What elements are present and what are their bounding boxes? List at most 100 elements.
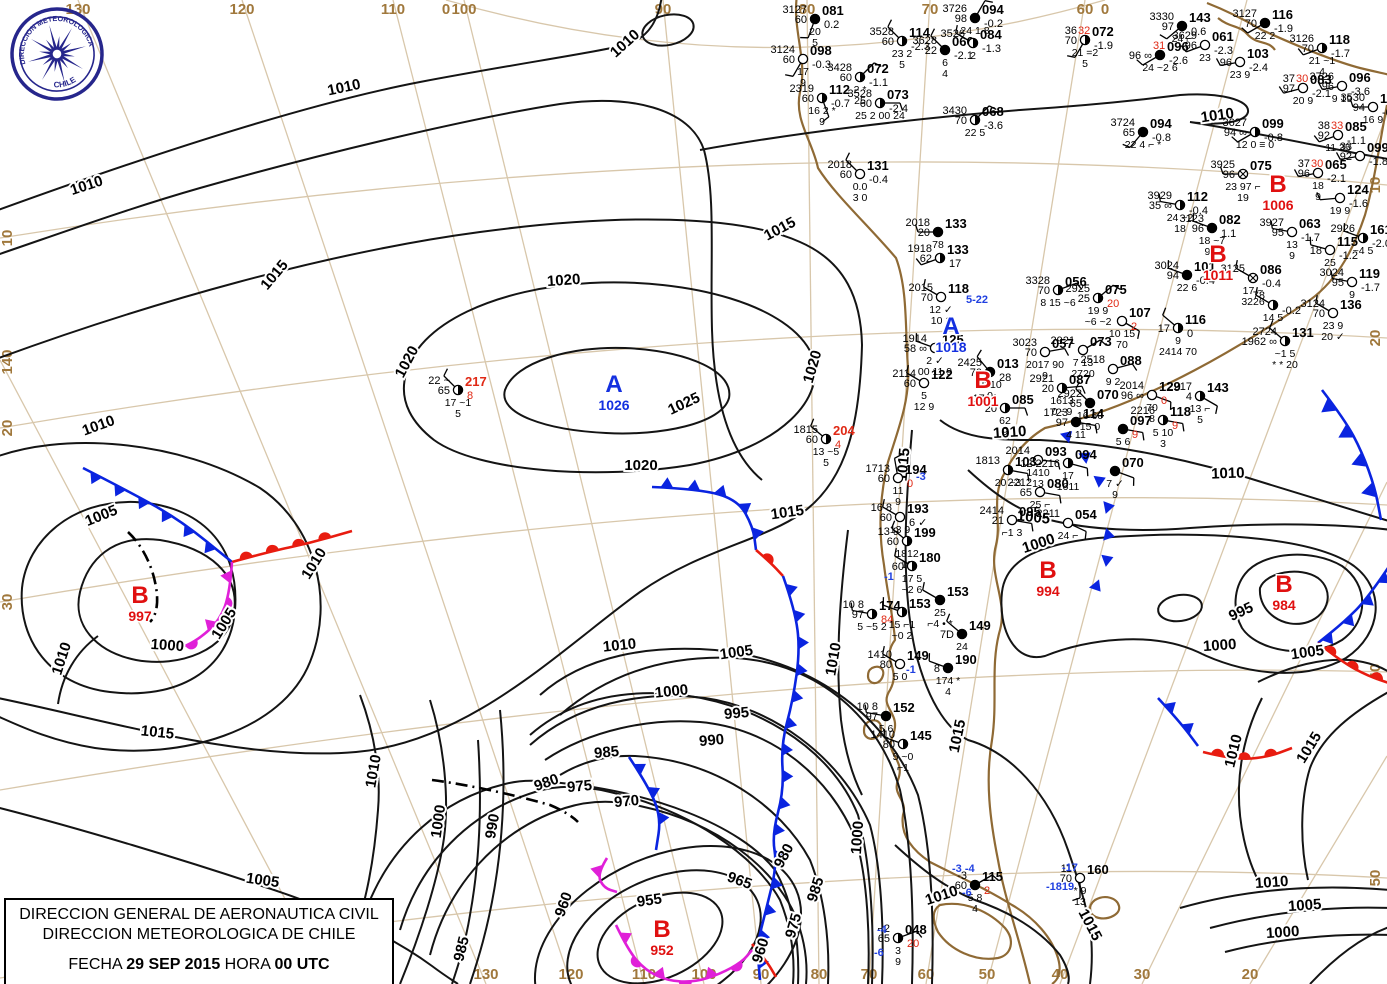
station-pressure-value: 136 (1340, 297, 1362, 312)
wind-barb-tick (1316, 192, 1321, 201)
wind-barb-tick (1293, 169, 1299, 177)
isobar-label: 985 (804, 875, 828, 904)
wind-barb-tick (1297, 48, 1304, 56)
warm-front-semicircle-icon (630, 956, 642, 968)
station-pressure-value: 086 (1260, 262, 1282, 277)
station-topleft-value: 3528 (870, 26, 894, 38)
temperature-note: -1819 (1046, 881, 1074, 893)
longitude-label: 50 (979, 966, 996, 983)
station-below-value: 22 2 (1255, 30, 1276, 42)
station-pressure-value: 112 (1187, 189, 1208, 204)
station-pressure-value: 075 (1250, 158, 1272, 173)
isobar (1224, 933, 1387, 953)
station-below-value: 4 11 (1066, 429, 1086, 441)
station-left-value: 18 (1310, 245, 1322, 257)
temperature-note: -3 (916, 471, 926, 483)
meridian-line (1059, 113, 1387, 984)
wind-barb-tick (1057, 461, 1061, 470)
station-topleft-value: 36 (1065, 25, 1077, 37)
station-left-value: 22 (925, 45, 937, 57)
station-value: -1.6 (1349, 198, 1368, 210)
hora-value: 00 UTC (274, 956, 330, 974)
station-below-value: ⌐1 (897, 762, 909, 774)
station-half-fill (1062, 383, 1067, 393)
station-below-value: 4 (1319, 66, 1325, 78)
wind-barb-tick (1095, 425, 1098, 434)
station-plot: 103 1813 20 ~3 (976, 454, 1037, 489)
station-topleft-value: 3126 (1290, 33, 1314, 45)
station-below-value: 24 ⌐ (1172, 33, 1193, 45)
station-circle-icon (1324, 244, 1336, 256)
station-pressure-value: 193 (907, 501, 929, 516)
isobar (0, 218, 864, 755)
wind-barb-tick (1031, 523, 1034, 532)
station-circle-icon (932, 226, 944, 238)
station-pressure-value: 153 (947, 584, 969, 599)
station-below-value: 4 (942, 68, 948, 80)
station-pressure-value: 133 (945, 216, 967, 231)
wind-barb-tick (946, 613, 951, 622)
station-below-value: 9 2 (1106, 376, 1121, 388)
station-value: -2.6 (1169, 55, 1188, 67)
cold-front-triangle-icon (652, 966, 665, 980)
station-obscured-mark (1239, 170, 1247, 178)
cold-front-triangle-icon (1093, 475, 1106, 488)
station-topleft-value: 10 8 (857, 701, 878, 713)
station-below-value: 5 6 (879, 723, 894, 735)
warm-front-semicircle-icon (755, 950, 766, 962)
station-below-value: 1410 (1026, 467, 1050, 479)
station-topleft-value: 1813 (976, 455, 1000, 467)
station-topleft-value: 2921 (1051, 335, 1075, 347)
wind-barb-tick (984, 0, 993, 3)
station-circle-icon (1116, 315, 1128, 327)
station-pressure-value: 217 (465, 374, 487, 389)
station-below-value: 18 (1312, 180, 1324, 192)
warm-front-semicircle-icon (762, 553, 774, 565)
station-half-fill (1178, 323, 1183, 333)
station-topleft-value: 2014 (1006, 445, 1030, 457)
station-red-value: 2 (1131, 321, 1137, 333)
wind-barb-tick (1313, 135, 1320, 143)
station-below-value: 15 ⌐1 (889, 619, 916, 631)
station-topleft-value: 3629 (1173, 30, 1197, 42)
station-below-value: 7 13 (1073, 357, 1094, 369)
station-below-value: 5 (812, 37, 818, 49)
station-below-value: 78 (932, 239, 944, 251)
pressure-center-letter: A (605, 371, 622, 398)
wind-barb-tick (914, 224, 919, 233)
station-pressure-value: 098 (810, 43, 832, 58)
station-below-value: * 9 (1074, 885, 1087, 897)
station-pressure-value: 083 (1310, 72, 1332, 87)
station-below-value: 21 ~1 (1309, 55, 1336, 67)
station-pressure-value: 124 (1347, 182, 1369, 197)
station-below-value: 2 * (854, 84, 867, 96)
meridian-line (806, 0, 820, 984)
station-below-value: 17 ~ (1243, 285, 1264, 297)
station-pressure-value: 095 (1019, 504, 1041, 519)
cold-front-triangle-icon (796, 663, 808, 677)
isobar (559, 754, 830, 984)
station-pressure-value: 107 (1129, 305, 1151, 320)
station-value: -2.3 (1214, 45, 1233, 57)
isobar (1179, 886, 1387, 909)
station-value: -1.1 (1347, 135, 1366, 147)
station-half-fill (826, 434, 831, 444)
station-half-fill (898, 933, 903, 943)
station-pressure-value: 194 (905, 462, 927, 477)
station-half-fill (1285, 336, 1290, 346)
station-value: 6 ✓ (909, 517, 927, 529)
cold-front-triangle-icon (1361, 593, 1374, 606)
warm-front-semicircle-icon (223, 597, 233, 610)
station-left-value: 70 (1038, 285, 1050, 297)
isobar (0, 0, 663, 211)
wind-barb-tick (1064, 348, 1070, 356)
